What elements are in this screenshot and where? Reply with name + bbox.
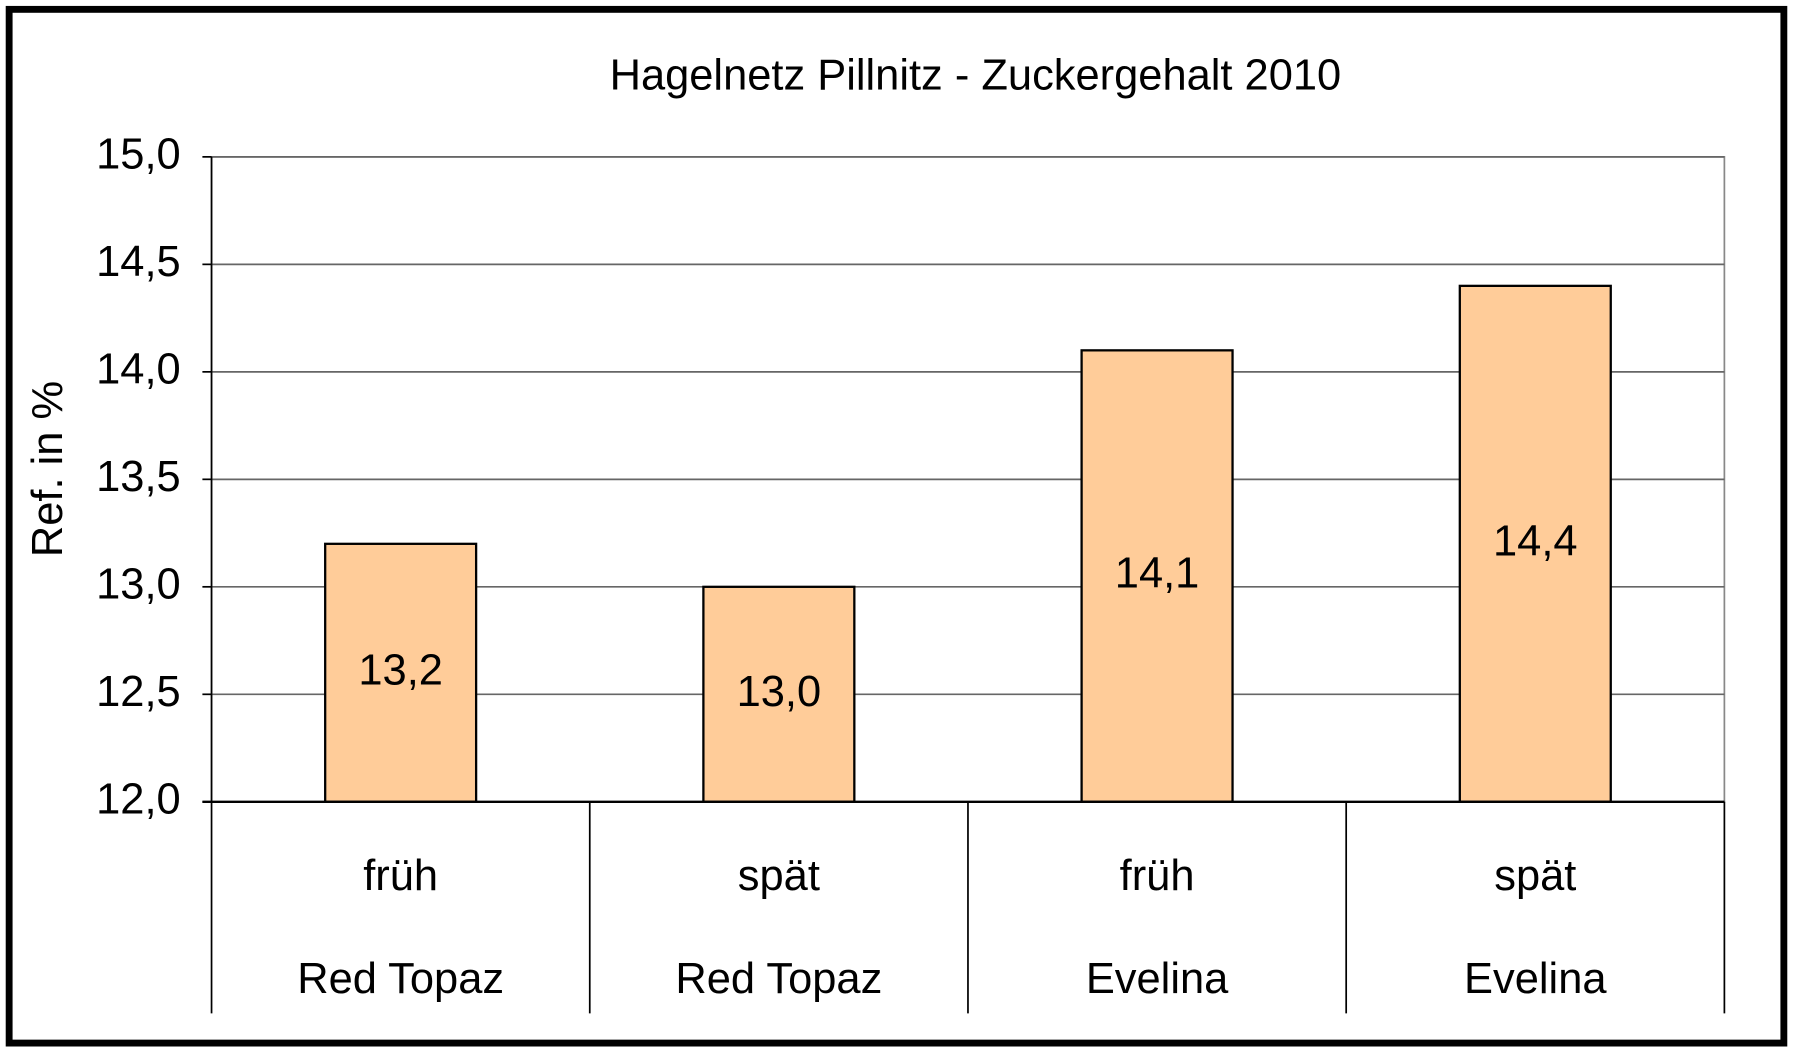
- bar: [324, 542, 478, 803]
- x-group-label: Red Topaz: [297, 955, 504, 1003]
- x-tick-label: früh: [363, 852, 438, 900]
- y-tick-label: 14,5: [96, 238, 181, 286]
- y-tick-label: 14,0: [96, 345, 181, 393]
- value-label: 14,4: [1493, 517, 1578, 565]
- x-group-label: Evelina: [1086, 955, 1229, 1003]
- y-tick-label: 15,0: [96, 130, 181, 178]
- x-tick-label: früh: [1120, 852, 1195, 900]
- y-tick-label: 13,5: [96, 453, 181, 501]
- bar: [1458, 284, 1612, 803]
- y-axis-label: Ref. in %: [24, 381, 72, 557]
- bar: [1080, 349, 1234, 803]
- y-tick-label: 13,0: [96, 560, 181, 608]
- y-tick-label: 12,0: [96, 775, 181, 823]
- value-label: 13,2: [358, 646, 443, 694]
- value-label: 13,0: [737, 668, 822, 716]
- chart-title: Hagelnetz Pillnitz - Zuckergehalt 2010: [610, 51, 1342, 99]
- x-group-label: Red Topaz: [675, 955, 882, 1003]
- x-tick-label: spät: [738, 852, 820, 900]
- bar: [702, 585, 856, 803]
- x-tick-label: spät: [1494, 852, 1576, 900]
- y-tick-label: 12,5: [96, 668, 181, 716]
- x-group-label: Evelina: [1464, 955, 1607, 1003]
- value-label: 14,1: [1115, 550, 1200, 598]
